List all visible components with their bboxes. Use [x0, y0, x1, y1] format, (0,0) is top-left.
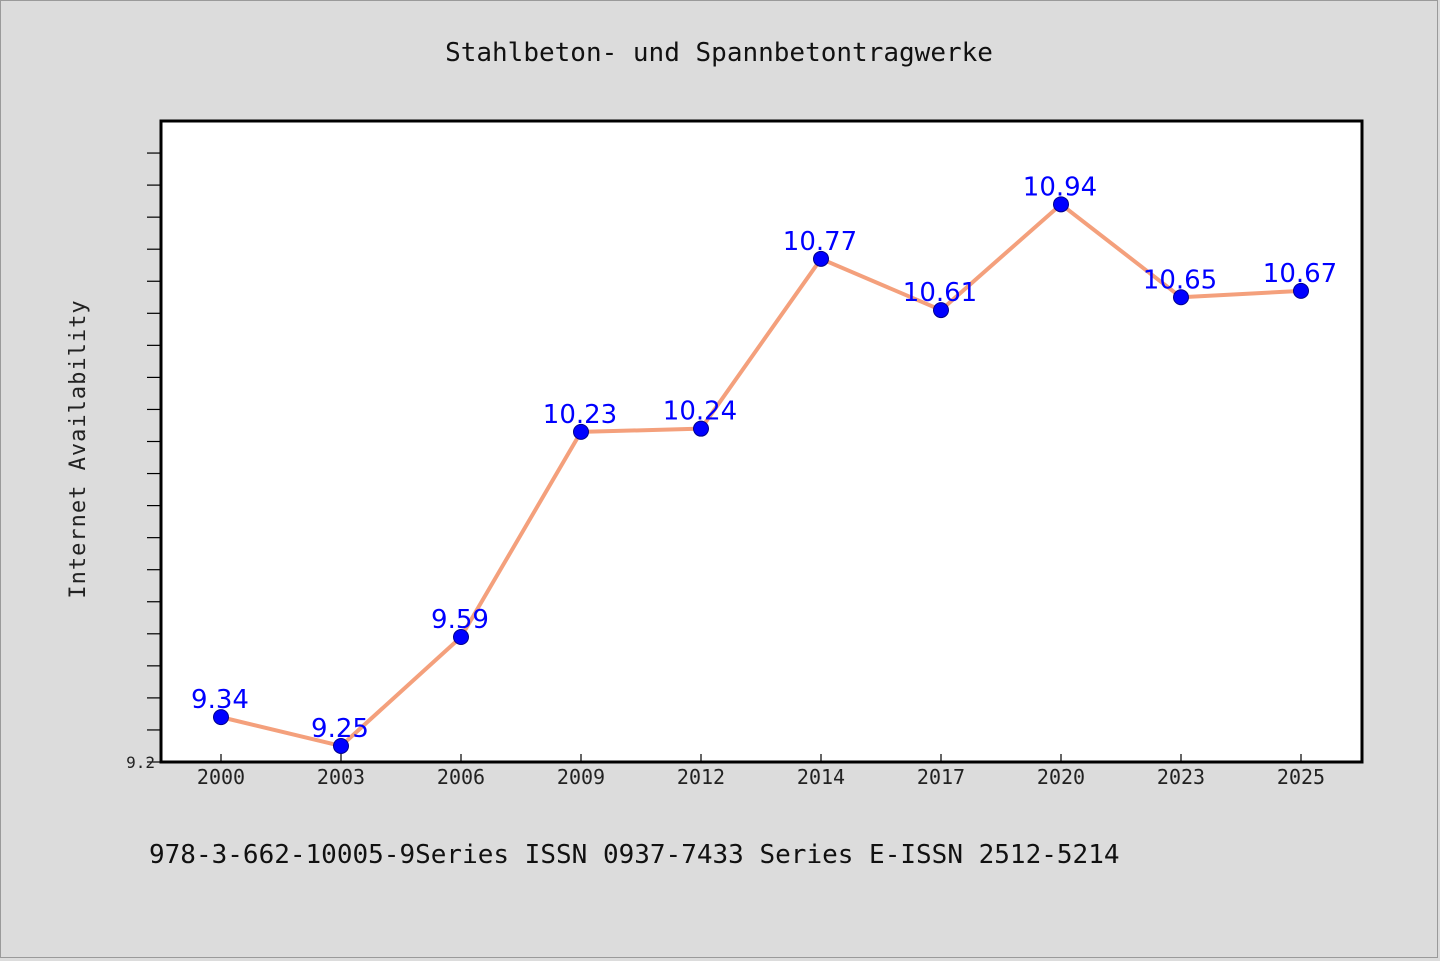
x-tick-label: 2017	[917, 765, 965, 789]
series-line	[220, 202, 1302, 748]
plot-area	[159, 119, 1364, 764]
data-label-2000: 9.34	[191, 685, 249, 715]
x-tick-label: 2006	[437, 765, 485, 789]
data-label-2006: 9.59	[431, 605, 489, 635]
x-tick-label: 2009	[557, 765, 605, 789]
x-tick-label: 2012	[677, 765, 725, 789]
data-point-2023	[1173, 289, 1189, 306]
x-tick-label: 2025	[1277, 765, 1325, 789]
data-point-2025	[1293, 282, 1309, 299]
x-tick-label: 2020	[1037, 765, 1085, 789]
data-point-2006	[453, 629, 469, 646]
data-point-2017	[933, 302, 949, 319]
x-tick-label: 2003	[317, 765, 365, 789]
x-tick-label: 2014	[797, 765, 845, 789]
data-label-2014: 10.77	[783, 227, 857, 257]
data-label-2012: 10.24	[663, 397, 737, 427]
footer-isbn-issn: 978-3-662-10005-9Series ISSN 0937-7433 S…	[149, 840, 1120, 870]
x-tick-label: 2000	[197, 765, 245, 789]
y-axis-ticks: 9.2	[126, 152, 161, 772]
data-point-2003	[333, 737, 349, 754]
data-label-2003: 9.25	[311, 714, 369, 744]
data-label-2025: 10.67	[1263, 259, 1337, 289]
data-label-2023: 10.65	[1143, 265, 1217, 295]
data-point-2020	[1053, 196, 1069, 213]
y-axis-label: Internet Availability	[66, 299, 91, 598]
data-label-2017: 10.61	[903, 278, 977, 308]
chart-title: Stahlbeton- und Spannbetontragwerke	[445, 38, 993, 68]
y-tick-label: 9.2	[126, 753, 155, 772]
data-point-2000	[213, 709, 229, 726]
data-point-2009	[573, 423, 589, 440]
data-label-2009: 10.23	[543, 400, 617, 430]
x-tick-label: 2023	[1157, 765, 1205, 789]
x-axis-ticks: 2000 2003 2006 2009 2012 2014 2017 2020 2023 2025	[197, 754, 1325, 789]
data-label-2020: 10.94	[1023, 172, 1097, 202]
data-point-2012	[693, 420, 709, 437]
series-layer: 9.34 9.25 9.59 10.23 10.24 10.77 10.61 10.94 10.…	[191, 172, 1337, 754]
data-point-2014	[813, 250, 829, 267]
